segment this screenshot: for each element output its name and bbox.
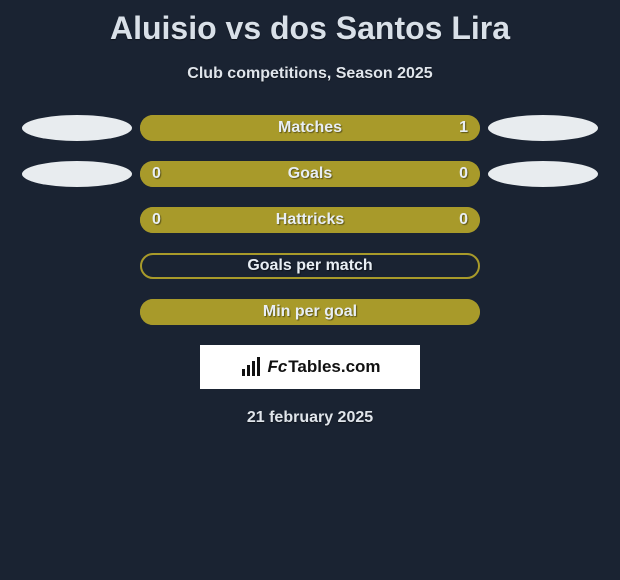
avatar-placeholder bbox=[22, 207, 132, 233]
stat-bar: 0 Hattricks 0 bbox=[140, 207, 480, 233]
comparison-date: 21 february 2025 bbox=[0, 409, 620, 427]
avatar-placeholder bbox=[488, 299, 598, 325]
stat-label: Hattricks bbox=[276, 211, 344, 229]
stat-bar: Min per goal bbox=[140, 299, 480, 325]
player-right-avatar bbox=[488, 161, 598, 187]
avatar-placeholder bbox=[488, 207, 598, 233]
stat-row: Min per goal bbox=[0, 299, 620, 325]
stat-value-left: 0 bbox=[152, 211, 161, 229]
avatar-placeholder bbox=[22, 253, 132, 279]
logo-badge: FcTables.com bbox=[200, 345, 420, 389]
stat-bar: Matches 1 bbox=[140, 115, 480, 141]
stat-value-right: 0 bbox=[459, 165, 468, 183]
avatar-placeholder bbox=[22, 299, 132, 325]
stat-label: Goals bbox=[288, 165, 332, 183]
comparison-chart: Matches 1 0 Goals 0 0 Hattricks 0 Goals per matc… bbox=[0, 115, 620, 325]
logo-rest: Tables.com bbox=[288, 357, 380, 377]
stat-row: 0 Goals 0 bbox=[0, 161, 620, 187]
avatar-placeholder bbox=[488, 253, 598, 279]
stat-value-right: 0 bbox=[459, 211, 468, 229]
bars-icon bbox=[239, 355, 263, 379]
comparison-title: Aluisio vs dos Santos Lira bbox=[0, 0, 620, 47]
player-right-avatar bbox=[488, 115, 598, 141]
comparison-subtitle: Club competitions, Season 2025 bbox=[0, 65, 620, 83]
stat-value-left: 0 bbox=[152, 165, 161, 183]
stat-row: 0 Hattricks 0 bbox=[0, 207, 620, 233]
player-left-avatar bbox=[22, 115, 132, 141]
stat-value-right: 1 bbox=[459, 119, 468, 137]
stat-label: Goals per match bbox=[247, 257, 372, 275]
player-left-avatar bbox=[22, 161, 132, 187]
stat-row: Goals per match bbox=[0, 253, 620, 279]
logo-fc: Fc bbox=[267, 357, 287, 377]
stat-row: Matches 1 bbox=[0, 115, 620, 141]
logo-text: FcTables.com bbox=[267, 357, 380, 377]
stat-label: Min per goal bbox=[263, 303, 357, 321]
stat-bar: Goals per match bbox=[140, 253, 480, 279]
stat-label: Matches bbox=[278, 119, 342, 137]
stat-bar: 0 Goals 0 bbox=[140, 161, 480, 187]
